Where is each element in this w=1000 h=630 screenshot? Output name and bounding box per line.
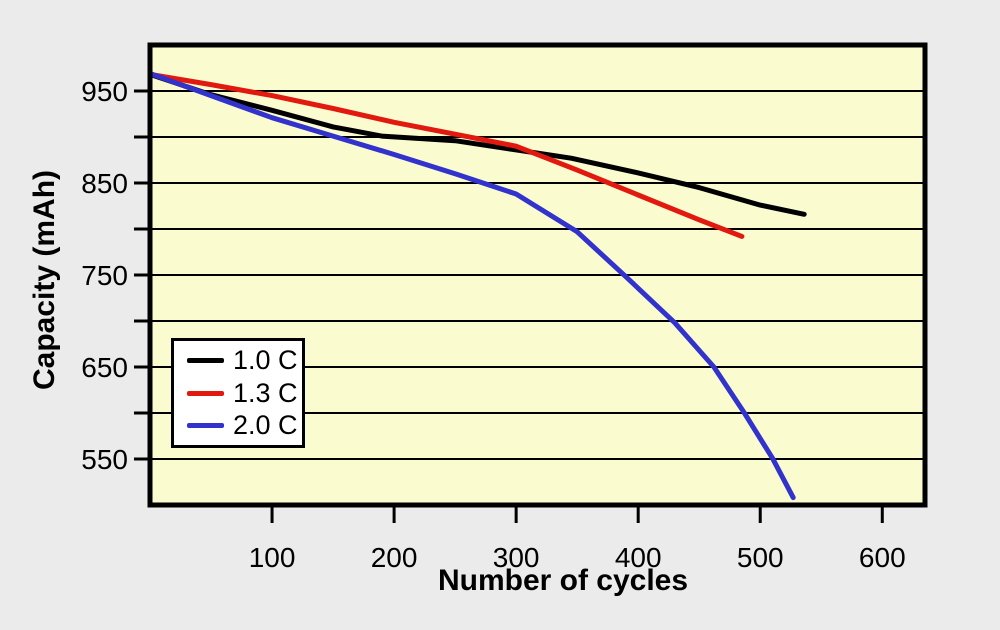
y-tick-label-550: 550: [81, 444, 128, 475]
y-tick-label-750: 750: [81, 260, 128, 291]
legend-label-2_0C: 2.0 C: [233, 410, 298, 441]
y-tick-label-950: 950: [81, 76, 128, 107]
legend-swatch-1_0C: [187, 357, 224, 363]
y-tick-label-850: 850: [81, 168, 128, 199]
legend-label-1_0C: 1.0 C: [233, 344, 298, 375]
y-axis-title: Capacity (mAh): [28, 170, 61, 390]
legend-item-2_0C: 2.0 C: [187, 412, 302, 439]
legend-swatch-1_3C: [187, 390, 224, 396]
x-tick-label-200: 200: [371, 542, 418, 573]
x-tick-label-300: 300: [493, 542, 540, 573]
x-axis-title: Number of cycles: [438, 564, 688, 597]
x-tick-label-100: 100: [249, 542, 296, 573]
axis-ticks: [134, 89, 884, 523]
legend-item-1_3C: 1.3 C: [187, 377, 302, 408]
x-tick-label-500: 500: [737, 542, 784, 573]
legend-item-1_0C: 1.0 C: [187, 344, 302, 375]
legend-label-1_3C: 1.3 C: [233, 377, 298, 408]
legend-swatch-2_0C: [187, 423, 224, 429]
axis-tick-labels: 550 650 750 850 950 100 200 300 400 500 600: [81, 76, 905, 573]
x-tick-label-600: 600: [859, 542, 906, 573]
legend: 1.0 C 1.3 C 2.0 C: [171, 338, 305, 448]
data-series-lines: [150, 71, 807, 501]
x-tick-label-400: 400: [615, 542, 662, 573]
y-tick-label-650: 650: [81, 352, 128, 383]
